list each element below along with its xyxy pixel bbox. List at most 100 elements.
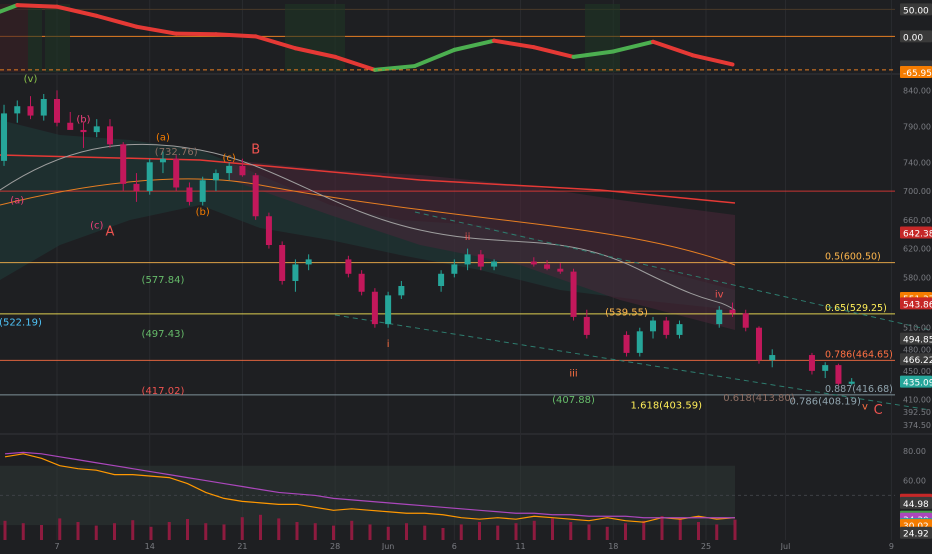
trendline-lower (334, 314, 931, 411)
time-axis-label: 28 (330, 542, 340, 550)
candle-body[interactable] (173, 158, 180, 188)
candle-body[interactable] (27, 106, 34, 116)
candle-body[interactable] (239, 165, 246, 176)
candle-body[interactable] (808, 355, 815, 371)
candle-body[interactable] (54, 99, 60, 123)
candle-body[interactable] (226, 165, 233, 174)
volume-bar (660, 516, 664, 540)
candle-body[interactable] (544, 264, 551, 269)
volume-bar (204, 523, 208, 540)
volume-bar (441, 528, 445, 540)
wave-annotation: (a) (10, 195, 24, 206)
candle-body[interactable] (14, 106, 21, 114)
time-axis-label: Jun (381, 542, 395, 550)
moving-average-red (0, 154, 736, 204)
candle-body[interactable] (676, 324, 683, 335)
candle-body[interactable] (398, 286, 405, 296)
time-axis-bg (0, 540, 932, 550)
oscillator-segment (293, 46, 338, 59)
candle-body[interactable] (557, 268, 564, 272)
candle-body[interactable] (252, 175, 259, 217)
candle-body[interactable] (279, 245, 286, 281)
candle-body[interactable] (438, 273, 445, 287)
candle-body[interactable] (755, 327, 762, 361)
candle-body[interactable] (835, 365, 842, 384)
wave-annotation: (497.43) (142, 329, 185, 340)
candle-body[interactable] (769, 355, 776, 361)
candle-body[interactable] (385, 295, 392, 325)
volume-bar (678, 518, 682, 540)
volume-bar (715, 524, 719, 540)
candle-body[interactable] (345, 259, 352, 274)
candle-body[interactable] (159, 158, 166, 163)
volume-bar (295, 522, 299, 540)
volume-bar (222, 524, 226, 540)
volume-bar (350, 520, 354, 540)
candle-body[interactable] (570, 271, 577, 317)
candle-body[interactable] (40, 99, 47, 116)
wave-annotation: 0.618(413.80) (723, 393, 795, 404)
candle-body[interactable] (464, 254, 471, 265)
candle-body[interactable] (623, 334, 630, 353)
candle-body[interactable] (636, 331, 643, 353)
candle-body[interactable] (212, 173, 219, 181)
candle-body[interactable] (67, 122, 74, 130)
candle-body[interactable] (477, 254, 484, 267)
candle-body[interactable] (371, 291, 378, 325)
candle-body[interactable] (530, 261, 537, 265)
price-label: 642.38 (900, 226, 932, 240)
volume-bar (551, 518, 554, 540)
candle-body[interactable] (650, 320, 657, 332)
volume-bar (277, 518, 281, 540)
candle-body[interactable] (729, 309, 736, 314)
candle-body[interactable] (292, 264, 299, 281)
rsi-series-line (4, 453, 736, 523)
candle-body[interactable] (848, 381, 855, 384)
candle-body[interactable] (716, 309, 723, 325)
volume-bar (167, 522, 171, 540)
candle-body[interactable] (358, 273, 365, 292)
candle-body[interactable] (742, 313, 749, 328)
candle-body[interactable] (583, 316, 590, 335)
wave-annotation: ii (465, 232, 471, 243)
oscillator-zone (585, 4, 620, 72)
volume-bar (94, 525, 98, 540)
oscillator-segment (452, 38, 497, 52)
volume-bar (532, 520, 536, 540)
candle-body[interactable] (186, 187, 193, 202)
oscillator-zone (28, 4, 42, 72)
candle-body[interactable] (120, 144, 127, 184)
candle-body[interactable] (305, 259, 312, 265)
price-label: 435.09 (900, 375, 932, 389)
axis-tick-label: 740.00 (903, 158, 931, 167)
oscillator-segment (0, 3, 20, 14)
price-label-box (900, 353, 932, 366)
candle-body[interactable] (93, 126, 100, 133)
candle-body[interactable] (1, 113, 8, 161)
candle-body[interactable] (451, 264, 458, 274)
axis-tick-label: 480.00 (903, 345, 931, 354)
candle-body[interactable] (106, 126, 113, 145)
candle-body[interactable] (133, 183, 140, 192)
volume-bar (3, 520, 7, 540)
candle-body[interactable] (265, 216, 272, 246)
price-label-box (900, 65, 932, 78)
candle-body[interactable] (663, 320, 670, 335)
candle-body[interactable] (199, 180, 206, 202)
candle-body[interactable] (822, 365, 829, 371)
candle-body[interactable] (80, 129, 87, 133)
time-axis-label: 7 (54, 542, 59, 550)
axis-tick-label: 660.00 (903, 216, 931, 225)
volume-bar (624, 523, 627, 540)
candle-body[interactable] (491, 261, 498, 267)
axis-tick-label: 80.00 (903, 447, 926, 456)
oscillator-segment (571, 49, 616, 59)
price-label: 50.00 (900, 3, 932, 16)
oscillator-segment (531, 45, 576, 59)
time-axis-label: 21 (237, 542, 247, 550)
volume-bar (149, 526, 153, 540)
candle-body[interactable] (146, 162, 153, 192)
